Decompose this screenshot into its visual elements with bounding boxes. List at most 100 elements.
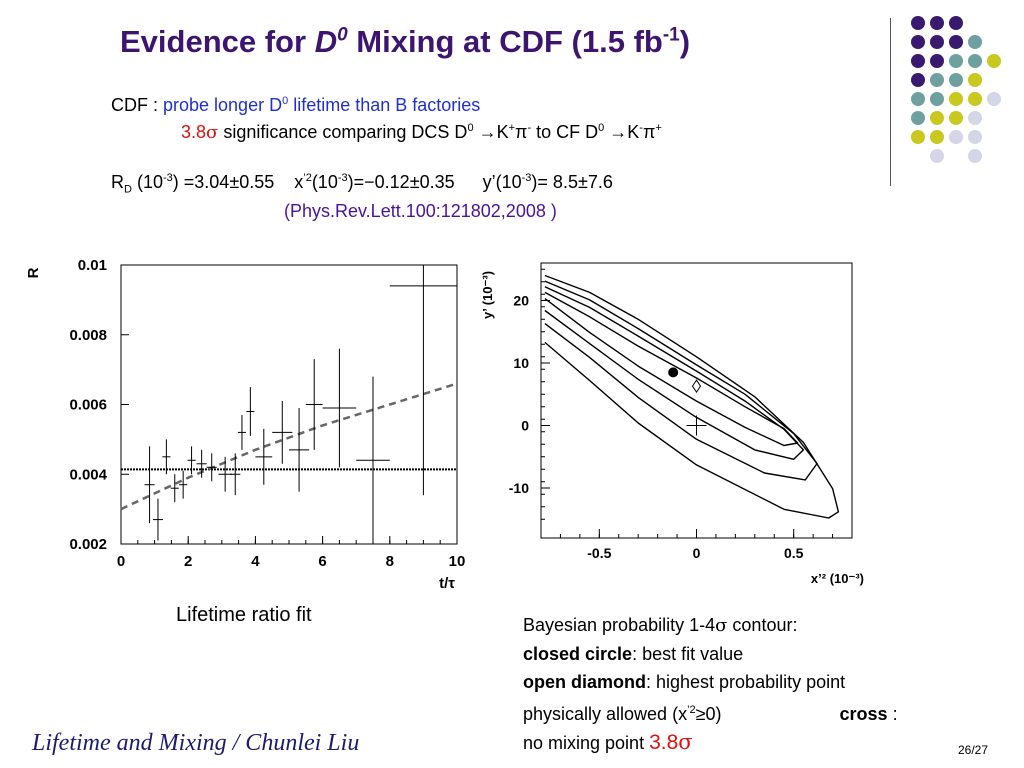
- data-point: [255, 428, 273, 485]
- decorative-dot: [949, 35, 963, 49]
- x-tick-label: 2: [184, 553, 192, 570]
- y-tick-label: -10: [509, 480, 529, 496]
- slide-footer: Lifetime and Mixing / Chunlei Liu: [32, 730, 360, 756]
- title-d: D: [314, 24, 338, 59]
- y-tick-label: 0.004: [69, 466, 107, 483]
- decorative-dot: [911, 35, 925, 49]
- y-tick-label: 0.008: [69, 327, 107, 344]
- y-tick-label: 20: [513, 293, 529, 309]
- data-point: [170, 474, 179, 503]
- y-tick-label: 0: [521, 418, 529, 434]
- data-point: [289, 407, 310, 492]
- decorative-dot: [987, 54, 1001, 68]
- decorative-dot: [949, 73, 963, 87]
- x-tick-label: 4: [251, 553, 260, 570]
- x-axis-label: t/τ: [439, 575, 455, 592]
- decorative-dot: [968, 130, 982, 144]
- contour-chart: -0.5 0 0.5 -10 0 10 20 x’² (10⁻³) y’ (10⁻³): [480, 262, 864, 586]
- data-point: [322, 348, 357, 468]
- decorative-dot: [930, 92, 944, 106]
- contour-4σ: [544, 274, 840, 519]
- y-axis-label: R: [25, 267, 42, 278]
- data-point: [187, 446, 196, 475]
- decorative-dot: [911, 16, 925, 30]
- legend-line-5: no mixing point 3.8σ: [523, 730, 693, 754]
- title-exp: -1: [662, 24, 680, 46]
- y-axis-label: y’ (10⁻³): [480, 271, 495, 319]
- title-end: ): [679, 24, 691, 59]
- decorative-dot: [949, 16, 963, 30]
- decorative-dot: [949, 54, 963, 68]
- data-point: [272, 401, 293, 464]
- data-point: [237, 414, 246, 450]
- left-plot-caption: Lifetime ratio fit: [176, 604, 312, 626]
- decorative-dot: [930, 16, 944, 30]
- legend-line-4: physically allowed (x’2≥0) cross :: [523, 704, 898, 724]
- y-tick-label: 0.01: [78, 257, 107, 274]
- decorative-dot: [968, 92, 982, 106]
- decorative-dot: [930, 73, 944, 87]
- data-point: [162, 439, 171, 475]
- x-axis-label: x’² (10⁻³): [811, 571, 864, 586]
- decorative-dot-grid: [911, 16, 1001, 163]
- title-middle: Mixing at CDF (1.5 fb: [347, 24, 663, 59]
- decorative-dot: [968, 54, 982, 68]
- cdf-probe-text: probe longer D0 lifetime than B factorie…: [163, 95, 481, 115]
- decorative-dot: [968, 149, 982, 163]
- plot-frame: [120, 264, 458, 545]
- title-d-sup: 0: [337, 24, 348, 46]
- significance-line: 3.8σ significance comparing DCS D0 →K+π-…: [181, 122, 662, 143]
- legend-line-2: closed circle: best fit value: [523, 644, 744, 664]
- decorative-dot: [911, 92, 925, 106]
- data-point: [246, 387, 255, 436]
- decorative-dot: [911, 54, 925, 68]
- decorative-dot: [930, 111, 944, 125]
- slide-title: Evidence for D0 Mixing at CDF (1.5 fb-1): [120, 24, 690, 60]
- decorative-dot: [949, 130, 963, 144]
- data-point: [356, 376, 390, 544]
- mixing-fit-curve: [120, 382, 458, 511]
- decorative-dot: [968, 73, 982, 87]
- decorative-dot: [911, 73, 925, 87]
- data-point: [152, 498, 163, 541]
- data-point: [218, 456, 232, 492]
- x-tick-label: 0.5: [784, 545, 804, 561]
- legend-line-3: open diamond: highest probability point: [523, 672, 846, 692]
- decorative-dot: [930, 35, 944, 49]
- data-point: [389, 265, 457, 496]
- y-tick-label: 0.002: [69, 536, 107, 553]
- title-prefix: Evidence for: [120, 24, 315, 59]
- x-tick-label: 6: [318, 553, 326, 570]
- y-tick-label: 10: [513, 355, 529, 371]
- data-point: [196, 449, 207, 478]
- decorative-dot: [930, 54, 944, 68]
- highest-probability-diamond: [691, 379, 702, 394]
- title-divider: [890, 18, 891, 186]
- data-point: [230, 453, 241, 496]
- lifetime-ratio-chart: 0 2 4 6 8 10 0.002 0.004 0.006 0.008 0.01 t/τ R: [25, 257, 466, 592]
- x-tick-label: -0.5: [587, 545, 611, 561]
- x-tick-label: 0: [693, 545, 701, 561]
- data-point: [305, 359, 323, 450]
- decorative-dot: [911, 111, 925, 125]
- data-point: [206, 453, 217, 482]
- cdf-label: CDF :: [111, 95, 163, 115]
- decorative-dot: [930, 149, 944, 163]
- decorative-dot: [949, 111, 963, 125]
- page-number: 26/27: [958, 743, 989, 757]
- decorative-dot: [987, 92, 1001, 106]
- x-tick-label: 0: [117, 553, 125, 570]
- x-tick-label: 8: [386, 553, 394, 570]
- y-tick-label: 0.006: [69, 397, 107, 414]
- decorative-dot: [968, 111, 982, 125]
- decorative-dot: [949, 92, 963, 106]
- best-fit-point: [668, 367, 679, 378]
- decorative-dot: [968, 35, 982, 49]
- x-tick-label: 10: [449, 553, 466, 570]
- contour-legend: Bayesian probability 1-4σ contour: close…: [523, 611, 898, 757]
- significance-value: 3.8σ: [181, 122, 219, 143]
- contour-2σ: [544, 286, 805, 460]
- data-point: [144, 446, 155, 524]
- data-point: [179, 470, 188, 499]
- decorative-dot: [930, 130, 944, 144]
